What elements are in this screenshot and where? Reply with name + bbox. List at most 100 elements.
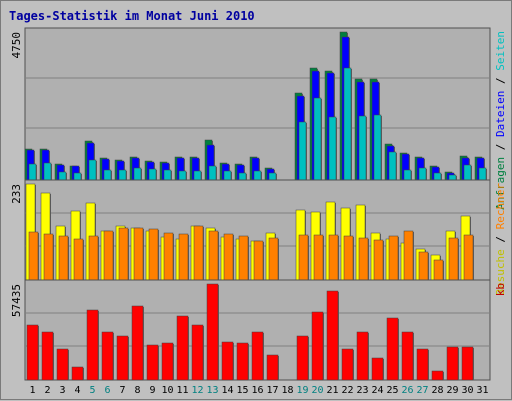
- x-tick-label-19: 19: [296, 385, 308, 396]
- bar-kb-6: [101, 331, 114, 381]
- bar-kb-4: [71, 366, 84, 381]
- bar-rechner-1: [28, 231, 39, 281]
- bar-seiten-11: [178, 170, 187, 181]
- x-tick-label-17: 17: [266, 385, 278, 396]
- bar-seiten-17: [268, 172, 277, 181]
- bar-seiten-5: [88, 159, 97, 181]
- x-tick-label-12: 12: [191, 385, 203, 396]
- x-axis: 1 2 3 4 5 6 7 8 9 10 11 12 13 14 15 16 17 18 19 20 21 22 23 24 2…: [29, 385, 488, 396]
- bar-kb-25: [386, 317, 399, 381]
- x-tick-label-11: 11: [176, 385, 188, 396]
- bar-kb-22: [341, 348, 354, 381]
- bar-seiten-19: [298, 121, 307, 181]
- bar-seiten-2: [43, 162, 52, 181]
- x-tick-label-1: 1: [29, 385, 35, 396]
- panel-visits-legend: Besuche / Rechner: [494, 183, 507, 296]
- bar-seiten-3: [58, 171, 67, 181]
- bar-rechner-8: [133, 227, 144, 281]
- bar-rechner-15: [238, 235, 249, 281]
- bar-rechner-12: [193, 225, 204, 281]
- panel-requests-legend-item-0: Anfragen: [494, 157, 507, 210]
- bar-rechner-21: [328, 234, 339, 281]
- bar-seiten-23: [358, 115, 367, 181]
- bar-kb-14: [221, 341, 234, 381]
- x-tick-label-30: 30: [461, 385, 473, 396]
- bar-seiten-20: [313, 97, 322, 181]
- bar-kb-9: [146, 344, 159, 381]
- panel-requests-legend: Anfragen / Dateien / Seiten: [494, 31, 507, 210]
- bar-seiten-27: [418, 167, 427, 181]
- panel-traffic: 57435 kb: [10, 279, 507, 381]
- x-tick-label-22: 22: [341, 385, 353, 396]
- bar-kb-7: [116, 335, 129, 381]
- x-tick-label-5: 5: [89, 385, 95, 396]
- bar-rechner-4: [73, 238, 84, 281]
- panel-traffic-legend: kb: [494, 283, 507, 296]
- x-tick-label-9: 9: [149, 385, 155, 396]
- bar-rechner-22: [343, 235, 354, 281]
- bar-rechner-7: [118, 227, 129, 281]
- bar-seiten-22: [343, 67, 352, 181]
- panel-visits-legend-item-0: Besuche: [494, 249, 507, 295]
- bar-kb-20: [311, 311, 324, 381]
- x-tick-label-21: 21: [326, 385, 338, 396]
- panel-requests-legend-item-2: Dateien: [494, 91, 507, 137]
- bar-kb-12: [191, 324, 204, 381]
- panel-requests-legend-item-4: Seiten: [494, 31, 507, 71]
- x-tick-label-2: 2: [44, 385, 50, 396]
- bar-rechner-17: [268, 237, 279, 281]
- panel-traffic-ymax-label: 57435: [10, 284, 23, 317]
- x-tick-label-24: 24: [371, 385, 383, 396]
- x-tick-label-20: 20: [311, 385, 323, 396]
- chart-title: Tages-Statistik im Monat Juni 2010: [9, 9, 255, 23]
- bar-seiten-1: [28, 163, 37, 181]
- x-tick-label-23: 23: [356, 385, 368, 396]
- x-tick-label-28: 28: [431, 385, 443, 396]
- panel-requests-legend-item-3: /: [494, 71, 507, 91]
- bar-rechner-2: [43, 233, 54, 281]
- bar-seiten-7: [118, 169, 127, 181]
- bar-rechner-29: [448, 237, 459, 281]
- x-tick-label-6: 6: [104, 385, 110, 396]
- x-tick-label-27: 27: [416, 385, 428, 396]
- bar-seiten-28: [433, 172, 442, 181]
- bar-seiten-24: [373, 114, 382, 181]
- bar-seiten-9: [148, 168, 157, 181]
- bar-seiten-26: [403, 169, 412, 181]
- bar-rechner-30: [463, 234, 474, 281]
- x-tick-label-16: 16: [251, 385, 263, 396]
- bar-kb-8: [131, 305, 144, 381]
- x-tick-label-3: 3: [59, 385, 65, 396]
- bar-kb-10: [161, 342, 174, 381]
- bar-seiten-16: [253, 170, 262, 181]
- bar-seiten-10: [163, 169, 172, 181]
- bar-kb-11: [176, 315, 189, 381]
- panel-visits-legend-item-2: Rechner: [494, 183, 507, 230]
- x-tick-label-8: 8: [134, 385, 140, 396]
- bar-seiten-15: [238, 172, 247, 181]
- bar-rechner-28: [433, 259, 444, 281]
- x-tick-label-10: 10: [161, 385, 173, 396]
- bar-kb-23: [356, 331, 369, 381]
- panel-requests-legend-item-1: /: [494, 137, 507, 157]
- bar-seiten-12: [193, 170, 202, 181]
- bar-rechner-5: [88, 235, 99, 281]
- bar-kb-15: [236, 342, 249, 381]
- bar-rechner-27: [418, 251, 429, 281]
- x-tick-label-15: 15: [236, 385, 248, 396]
- x-tick-label-25: 25: [386, 385, 398, 396]
- bar-rechner-24: [373, 239, 384, 281]
- bar-rechner-9: [148, 228, 159, 281]
- bar-kb-29: [446, 346, 459, 381]
- bar-seiten-25: [388, 151, 397, 181]
- bar-kb-19: [296, 335, 309, 381]
- panel-traffic-legend-item-0: kb: [494, 283, 507, 296]
- bar-rechner-13: [208, 230, 219, 281]
- bar-seiten-13: [208, 165, 217, 181]
- bar-kb-28: [431, 370, 444, 381]
- bar-kb-24: [371, 357, 384, 381]
- bar-rechner-3: [58, 235, 69, 281]
- bar-rechner-25: [388, 235, 399, 281]
- panel-visits-ymax-label: 233: [10, 184, 23, 204]
